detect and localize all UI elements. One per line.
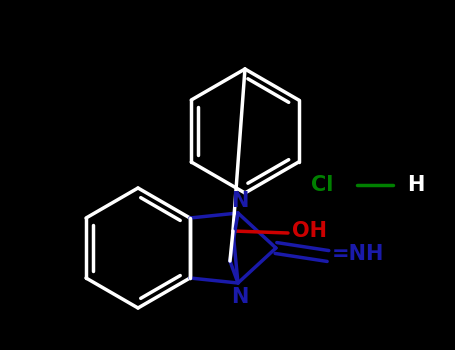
- Text: H: H: [407, 175, 425, 195]
- Text: N: N: [231, 287, 248, 307]
- Text: Cl: Cl: [311, 175, 333, 195]
- Text: =NH: =NH: [332, 244, 384, 264]
- Text: N: N: [231, 191, 248, 211]
- Text: OH: OH: [292, 221, 327, 241]
